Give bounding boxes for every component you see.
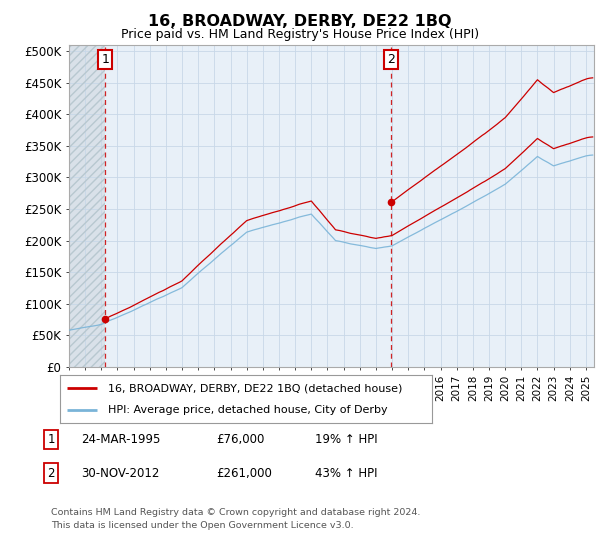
Text: 24-MAR-1995: 24-MAR-1995: [81, 433, 160, 446]
Text: £76,000: £76,000: [216, 433, 265, 446]
Bar: [69, 45, 106, 367]
Text: 16, BROADWAY, DERBY, DE22 1BQ: 16, BROADWAY, DERBY, DE22 1BQ: [148, 14, 452, 29]
Text: 43% ↑ HPI: 43% ↑ HPI: [315, 466, 377, 480]
Text: 30-NOV-2012: 30-NOV-2012: [81, 466, 160, 480]
Bar: [69, 45, 106, 367]
Text: 16, BROADWAY, DERBY, DE22 1BQ (detached house): 16, BROADWAY, DERBY, DE22 1BQ (detached …: [109, 383, 403, 393]
Text: 1: 1: [47, 433, 55, 446]
Text: 19% ↑ HPI: 19% ↑ HPI: [315, 433, 377, 446]
Text: 1: 1: [101, 53, 109, 66]
Text: 2: 2: [47, 466, 55, 480]
Text: 2: 2: [387, 53, 395, 66]
Text: £261,000: £261,000: [216, 466, 272, 480]
Text: HPI: Average price, detached house, City of Derby: HPI: Average price, detached house, City…: [109, 405, 388, 415]
Text: Contains HM Land Registry data © Crown copyright and database right 2024.
This d: Contains HM Land Registry data © Crown c…: [51, 508, 421, 530]
Text: Price paid vs. HM Land Registry's House Price Index (HPI): Price paid vs. HM Land Registry's House …: [121, 28, 479, 41]
